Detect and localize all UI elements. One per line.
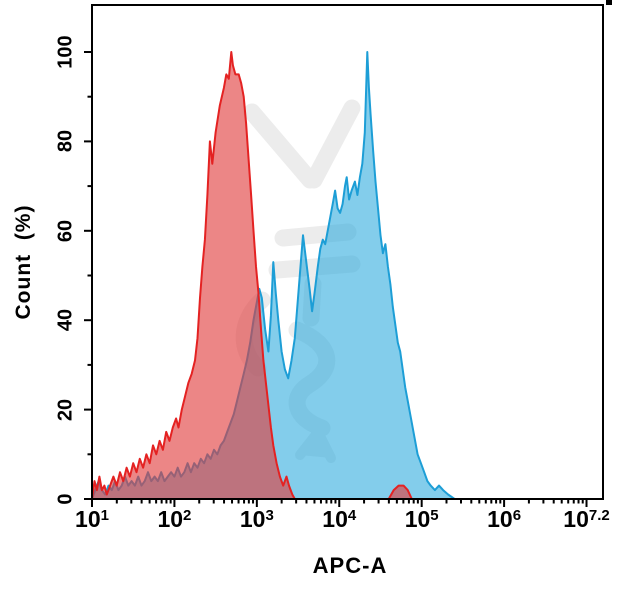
histogram-curves <box>91 51 456 500</box>
x-axis-title: APC-A <box>312 553 388 578</box>
y-axis-title: Count (%) <box>12 204 35 320</box>
y-tick-label-80: 80 <box>54 130 77 153</box>
axes-frame <box>84 4 604 507</box>
y-tick-label-20: 20 <box>54 398 77 421</box>
x-tick-label-10e3: 103 <box>239 506 274 532</box>
x-tick-label-10e5: 105 <box>404 506 439 532</box>
blue-filled-histogram <box>91 51 456 500</box>
x-tick-label-10e1: 101 <box>75 506 109 532</box>
y-tick-label-40: 40 <box>54 309 77 332</box>
y-tick-label-100: 100 <box>54 35 77 69</box>
x-tick-label-10e4: 104 <box>322 506 357 532</box>
x-tick-label-10e2: 102 <box>157 506 192 532</box>
y-tick-label-60: 60 <box>54 219 77 242</box>
x-tick-label-10e6: 106 <box>487 506 522 532</box>
y-tick-label-0: 0 <box>54 493 77 505</box>
corner-dot <box>606 0 612 5</box>
x-tick-label-10e7.2: 107.2 <box>563 506 610 532</box>
